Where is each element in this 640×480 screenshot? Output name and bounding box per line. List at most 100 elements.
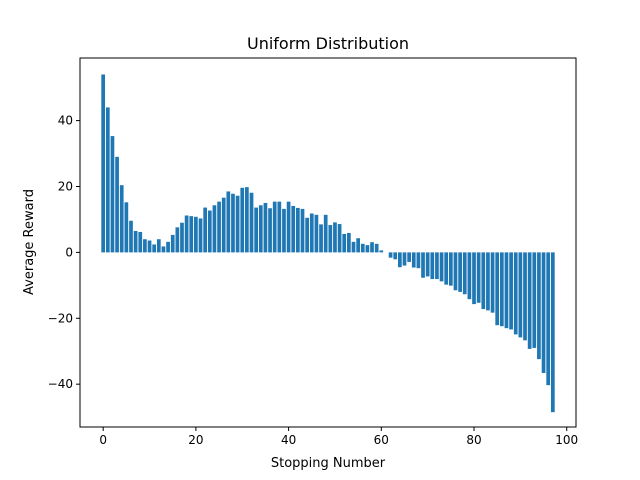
bar: [425, 252, 430, 277]
bar: [495, 252, 500, 326]
bar: [319, 224, 323, 253]
bar: [532, 252, 537, 348]
bar: [226, 191, 231, 253]
bar: [342, 233, 347, 253]
bar: [268, 208, 272, 253]
bar: [490, 252, 495, 313]
y-tick-label: −40: [48, 377, 73, 391]
bar: [411, 252, 416, 268]
bar: [221, 197, 226, 253]
bar: [189, 216, 194, 253]
y-tick-label: −20: [48, 311, 73, 325]
bar: [245, 187, 249, 253]
bar: [453, 252, 458, 291]
bar: [300, 208, 305, 253]
bar: [129, 220, 133, 253]
bar: [143, 239, 147, 253]
bar: [203, 207, 208, 253]
bar: [356, 238, 360, 253]
bar: [124, 202, 129, 253]
bar: [402, 252, 407, 266]
bar: [351, 241, 356, 253]
bar: [138, 231, 143, 253]
bar: [407, 252, 411, 262]
x-tick-label: 60: [374, 433, 389, 447]
bar: [115, 156, 119, 253]
bar: [291, 205, 296, 253]
bar: [444, 252, 449, 285]
y-tick-label: 0: [65, 245, 73, 259]
bar: [240, 187, 245, 253]
bar: [296, 207, 300, 253]
bar: [472, 252, 476, 305]
bar: [458, 252, 462, 292]
bar: [416, 252, 421, 269]
y-axis-ticks: −40 −20 0 20 40: [48, 114, 80, 391]
bar: [161, 246, 166, 253]
bar: [194, 216, 198, 253]
x-tick-label: 100: [555, 433, 578, 447]
x-tick-label: 20: [188, 433, 203, 447]
bar: [486, 252, 490, 311]
bar: [430, 252, 435, 280]
bar: [541, 252, 546, 373]
bar: [282, 208, 286, 253]
bar: [323, 214, 328, 253]
bar: [166, 241, 170, 253]
bar: [499, 252, 504, 327]
bar: [518, 252, 523, 338]
bar: [133, 230, 138, 253]
bar: [286, 201, 291, 253]
y-tick-label: 20: [58, 179, 73, 193]
bar: [398, 252, 402, 268]
y-tick-label: 40: [58, 114, 73, 128]
x-tick-label: 40: [281, 433, 296, 447]
bar: [258, 205, 263, 253]
bar: [309, 213, 314, 253]
bar: [527, 252, 532, 349]
bar: [152, 244, 157, 253]
bar: [105, 107, 110, 253]
bar: [212, 205, 217, 253]
bar: [513, 252, 518, 335]
bar: [170, 234, 175, 253]
bar: [110, 136, 115, 253]
bar: [231, 193, 235, 253]
bar: [347, 232, 351, 253]
bar: [550, 252, 555, 413]
bar: [175, 227, 180, 253]
bar: [546, 252, 551, 386]
y-axis-label: Average Reward: [22, 189, 37, 295]
bar: [119, 185, 124, 253]
bar: [379, 250, 384, 253]
bar: [388, 252, 393, 258]
bar: [337, 224, 342, 253]
x-axis-label: Stopping Number: [271, 456, 386, 471]
bar: [277, 201, 282, 253]
x-tick-label: 80: [466, 433, 481, 447]
bar: [448, 252, 453, 286]
bar: [314, 214, 319, 253]
bar: [462, 252, 467, 295]
bar: [393, 252, 398, 260]
bar: [147, 240, 152, 253]
bar: [249, 192, 254, 253]
bar: [207, 210, 212, 253]
chart-title: Uniform Distribution: [247, 34, 409, 53]
bar: [435, 252, 439, 280]
bar: [360, 243, 365, 253]
bar: [254, 207, 259, 253]
bar: [504, 252, 509, 329]
bar: [184, 215, 189, 253]
bar: [156, 239, 161, 253]
plot-frame: [79, 57, 577, 428]
bar: [476, 252, 481, 303]
bar: [509, 252, 513, 330]
bars: [101, 74, 555, 413]
bar: [333, 222, 337, 253]
bar: [481, 252, 486, 310]
bar: [263, 202, 268, 253]
bar: [439, 252, 444, 282]
bar: [101, 74, 106, 253]
